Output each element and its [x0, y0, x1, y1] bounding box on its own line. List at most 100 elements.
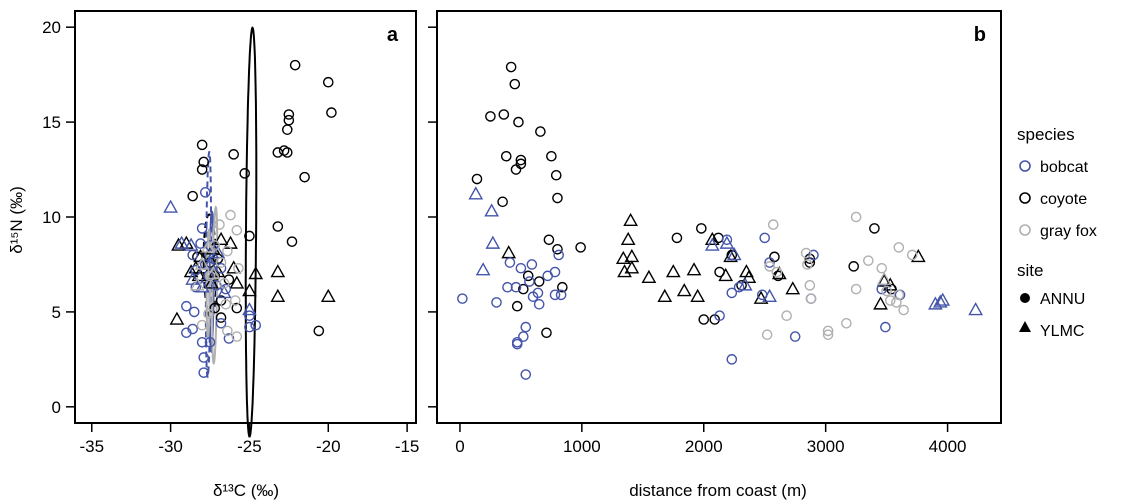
legend-label-bobcat: bobcat: [1040, 159, 1089, 176]
panel-a-point-coyote-annu: [326, 107, 337, 118]
panel-b-point-gray-fox-annu: [891, 297, 902, 308]
panel-b-point-coyote-ylmc: [690, 288, 706, 302]
panel-a-ellipse-coyote-annu: [244, 26, 258, 438]
legend-species-title: species: [1017, 125, 1075, 144]
panel-b-point-coyote-annu: [541, 327, 552, 339]
panel-a-x-tick-label: -25: [237, 437, 262, 456]
panel-b-point-gray-fox-annu: [761, 329, 773, 340]
panel-b-point-gray-fox-ylmc: [876, 271, 892, 285]
panel-a-point-coyote-annu: [196, 139, 208, 151]
panel-a-point-coyote-annu: [272, 221, 284, 232]
panel-b-point-bobcat-annu: [520, 369, 532, 380]
legend-label-coyote: coyote: [1040, 191, 1087, 208]
panel-b-point-gray-fox-annu: [764, 261, 775, 272]
panel-a-point-coyote-annu: [322, 76, 334, 88]
panel-a-point-gray-fox-ylmc: [190, 277, 205, 291]
panel-b-point-gray-fox-annu: [893, 289, 905, 301]
panel-b-point-bobcat-ylmc: [719, 235, 735, 249]
panel-b-point-coyote-annu: [557, 281, 568, 293]
panel-b-point-coyote-annu: [511, 300, 523, 312]
panel-a-point-coyote-annu: [289, 59, 301, 71]
panel-a-point-bobcat-annu: [187, 323, 198, 335]
panel-a-point-coyote-annu: [231, 302, 243, 314]
panel-b-point-bobcat-annu: [880, 321, 891, 333]
panel-a-point-coyote-annu: [244, 230, 255, 242]
panel-a-point-coyote-annu: [187, 190, 198, 202]
panel-b-point-coyote-ylmc: [873, 296, 888, 310]
panel-a-point-bobcat-ylmc: [216, 284, 232, 299]
panel-b-point-bobcat-annu: [510, 281, 522, 293]
panel-a-point-coyote-annu: [286, 236, 298, 247]
panel-a-point-coyote-annu: [239, 168, 251, 179]
panel-a-ellipse-bobcat-annu: [204, 151, 212, 378]
panel-a-point-gray-fox-ylmc: [201, 239, 216, 253]
panel-b-point-gray-fox-annu: [876, 262, 888, 274]
panel-b-point-coyote-annu: [510, 164, 522, 175]
panel-b-point-coyote-ylmc: [785, 281, 801, 295]
panel-b-point-bobcat-annu: [549, 266, 561, 278]
panel-b-point-bobcat-annu: [764, 257, 775, 268]
panel-a-point-bobcat-annu: [198, 352, 210, 363]
panel-b-point-coyote-ylmc: [623, 212, 638, 227]
panel-b-point-coyote-ylmc: [641, 269, 657, 283]
panel-a-point-coyote-ylmc: [270, 264, 286, 278]
panel-b-point-coyote-annu: [552, 192, 563, 204]
panel-b-x-tick-label: 4000: [929, 437, 967, 456]
panel-b-point-coyote-annu: [698, 314, 710, 325]
panel-b-point-coyote-ylmc: [676, 283, 692, 297]
panel-b-point-bobcat-annu: [457, 293, 468, 304]
panel-a-y-tick-label: 5: [52, 303, 61, 322]
panel-a-point-gray-fox-annu: [231, 224, 243, 236]
panel-a-point-coyote-ylmc: [229, 275, 245, 289]
panel-b-point-bobcat-annu: [733, 281, 745, 293]
panel-b-point-bobcat-annu: [808, 249, 819, 261]
panel-b-point-bobcat-ylmc: [737, 277, 753, 291]
panel-b-point-bobcat-ylmc: [485, 235, 501, 249]
panel-a-point-coyote-ylmc: [270, 288, 286, 302]
panel-b-point-coyote-annu: [543, 234, 555, 246]
panel-a-x-tick-label: -30: [158, 437, 183, 456]
panel-b-point-bobcat-annu: [789, 331, 801, 342]
panel-a-point-bobcat-annu: [190, 264, 202, 276]
panel-a-point-coyote-ylmc: [248, 266, 264, 280]
panel-a-point-coyote-annu: [281, 124, 293, 135]
panel-a-tag: a: [387, 24, 399, 46]
panel-b-point-coyote-annu: [575, 242, 586, 253]
panel-a-point-bobcat-ylmc: [194, 279, 210, 293]
panel-b-point-coyote-ylmc: [876, 273, 892, 287]
panel-b-point-bobcat-ylmc: [726, 247, 742, 261]
panel-b-point-coyote-annu: [500, 150, 512, 162]
panel-b-point-coyote-annu: [552, 243, 563, 255]
panel-a-point-gray-fox-annu: [218, 278, 230, 289]
panel-a-point-coyote-annu: [313, 325, 325, 337]
panel-b-point-coyote-annu: [485, 111, 496, 122]
panel-b-point-coyote-annu: [518, 283, 529, 295]
legend-marker-gray-fox: [1019, 224, 1031, 236]
panel-a-point-bobcat-annu: [244, 321, 255, 333]
panel-a-point-gray-fox-annu: [222, 325, 233, 337]
panel-a-point-bobcat-annu: [188, 306, 200, 318]
panel-a-point-bobcat-ylmc: [202, 256, 218, 270]
panel-a-point-gray-fox-annu: [214, 219, 225, 230]
panel-b-point-gray-fox-annu: [800, 247, 812, 259]
panel-b-point-bobcat-ylmc: [484, 203, 500, 217]
panel-b-point-bobcat-annu: [721, 234, 733, 246]
panel-a-point-coyote-annu: [228, 149, 239, 160]
panel-b-point-coyote-annu: [696, 223, 707, 234]
panel-b-point-bobcat-annu: [526, 259, 538, 270]
panel-b-point-bobcat-annu: [515, 262, 527, 274]
panel-b-point-gray-fox-annu: [802, 259, 813, 270]
panel-b-point-coyote-annu: [848, 261, 860, 272]
panel-a-y-tick-label: 0: [52, 398, 61, 417]
panel-a-point-bobcat-annu: [220, 283, 232, 295]
panel-a-point-coyote-annu: [209, 302, 221, 314]
panel-b-point-coyote-ylmc: [665, 264, 681, 278]
panel-a-y-label: δ¹⁵N (‰): [7, 186, 26, 254]
panel-a-point-coyote-annu: [198, 156, 210, 168]
panel-b-point-coyote-ylmc: [910, 248, 926, 263]
panel-b-point-gray-fox-annu: [898, 304, 909, 316]
panel-b: b 0 1000 2000 3000 4000 distance from coast …: [428, 10, 1002, 500]
panel-b-point-coyote-ylmc: [615, 250, 631, 265]
panel-a-point-gray-fox-annu: [233, 262, 244, 274]
panel-b-point-bobcat-annu: [726, 354, 738, 365]
